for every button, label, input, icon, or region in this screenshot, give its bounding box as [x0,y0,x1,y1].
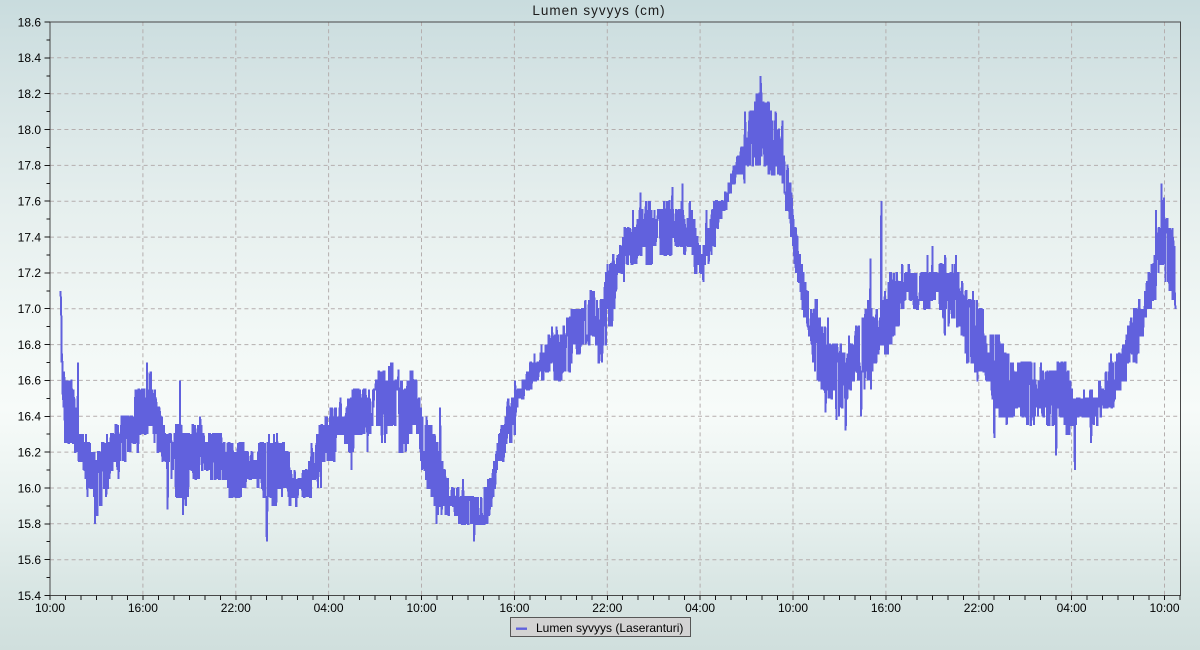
svg-text:16:00: 16:00 [871,601,901,615]
svg-text:22:00: 22:00 [221,601,251,615]
svg-text:10:00: 10:00 [35,601,65,615]
svg-text:Lumen syvyys (cm): Lumen syvyys (cm) [532,3,665,18]
svg-text:16:00: 16:00 [128,601,158,615]
svg-text:16.0: 16.0 [18,481,42,495]
svg-text:17.6: 17.6 [18,195,42,209]
svg-text:16:00: 16:00 [499,601,529,615]
svg-text:04:00: 04:00 [314,601,344,615]
svg-text:15.4: 15.4 [18,589,42,603]
svg-text:Lumen syvyys (Laseranturi): Lumen syvyys (Laseranturi) [536,621,683,635]
svg-text:16.6: 16.6 [18,374,42,388]
svg-text:16.4: 16.4 [18,410,42,424]
svg-text:15.8: 15.8 [18,517,42,531]
svg-text:22:00: 22:00 [964,601,994,615]
svg-text:18.6: 18.6 [18,15,42,29]
svg-text:17.0: 17.0 [18,302,42,316]
svg-text:10:00: 10:00 [1149,601,1179,615]
svg-text:22:00: 22:00 [592,601,622,615]
svg-text:10:00: 10:00 [406,601,436,615]
svg-text:10:00: 10:00 [778,601,808,615]
svg-text:17.8: 17.8 [18,159,42,173]
svg-text:18.2: 18.2 [18,87,42,101]
svg-text:04:00: 04:00 [685,601,715,615]
svg-text:17.4: 17.4 [18,230,42,244]
svg-text:18.0: 18.0 [18,123,42,137]
svg-text:18.4: 18.4 [18,51,42,65]
svg-text:16.8: 16.8 [18,338,42,352]
svg-text:04:00: 04:00 [1057,601,1087,615]
svg-text:17.2: 17.2 [18,266,42,280]
svg-text:15.6: 15.6 [18,553,42,567]
svg-text:16.2: 16.2 [18,445,42,459]
